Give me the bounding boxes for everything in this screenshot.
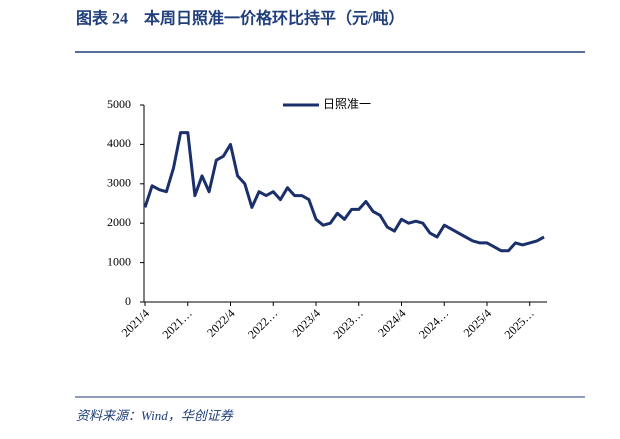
y-tick-label: 4000 — [107, 136, 131, 150]
x-tick-label: 2022/4 — [204, 306, 237, 339]
figure-title: 图表 24 本周日照准一价格环比持平（元/吨） — [76, 9, 404, 28]
series-line — [143, 131, 545, 253]
y-tick-label: 0 — [125, 294, 131, 308]
y-tick-label: 2000 — [107, 215, 131, 229]
x-tick-label: 2023/4 — [290, 306, 323, 339]
x-tick-label: 2025/4 — [461, 306, 494, 339]
x-tick-label: 2024… — [416, 306, 451, 341]
source: 资料来源：Wind，华创证券 — [76, 408, 234, 423]
y-tick-label: 3000 — [107, 176, 131, 190]
y-tick-label: 1000 — [107, 254, 131, 268]
legend-label: 日照准一 — [323, 97, 371, 111]
x-tick-label: 2023… — [330, 306, 365, 341]
x-tick-label: 2021… — [159, 306, 194, 341]
x-tick-label: 2025… — [501, 306, 536, 341]
x-tick-label: 2024/4 — [375, 306, 408, 339]
x-tick-label: 2022… — [245, 306, 280, 341]
y-tick-label: 5000 — [107, 97, 131, 111]
x-tick-label: 2021/4 — [119, 306, 152, 339]
